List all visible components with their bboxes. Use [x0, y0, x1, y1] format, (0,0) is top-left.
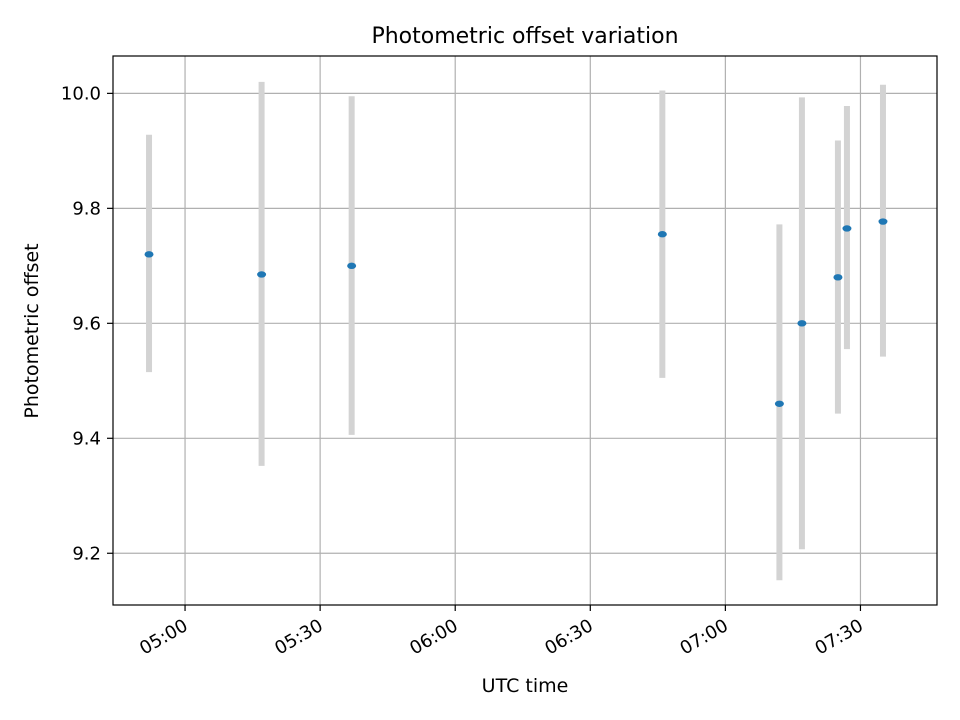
y-tick-label: 10.0	[61, 83, 101, 104]
y-tick-label: 9.4	[72, 428, 101, 449]
data-point	[842, 225, 852, 232]
data-point	[774, 400, 784, 407]
data-point	[797, 320, 807, 327]
y-axis-label: Photometric offset	[21, 243, 43, 418]
data-points	[144, 218, 888, 407]
y-axis-ticks: 9.2 9.4 9.6 9.8 10.0	[61, 83, 113, 564]
data-point	[833, 274, 843, 281]
plot-frame	[112, 55, 938, 606]
data-point	[257, 271, 267, 278]
y-tick-label: 9.6	[72, 313, 101, 334]
data-point	[347, 262, 357, 270]
x-axis-label: UTC time	[482, 675, 569, 697]
data-point	[878, 218, 888, 225]
data-point	[657, 231, 667, 238]
y-tick-label: 9.8	[72, 198, 101, 219]
y-tick-label: 9.2	[72, 543, 101, 564]
chart-title: Photometric offset variation	[371, 24, 678, 49]
data-point	[144, 251, 154, 258]
